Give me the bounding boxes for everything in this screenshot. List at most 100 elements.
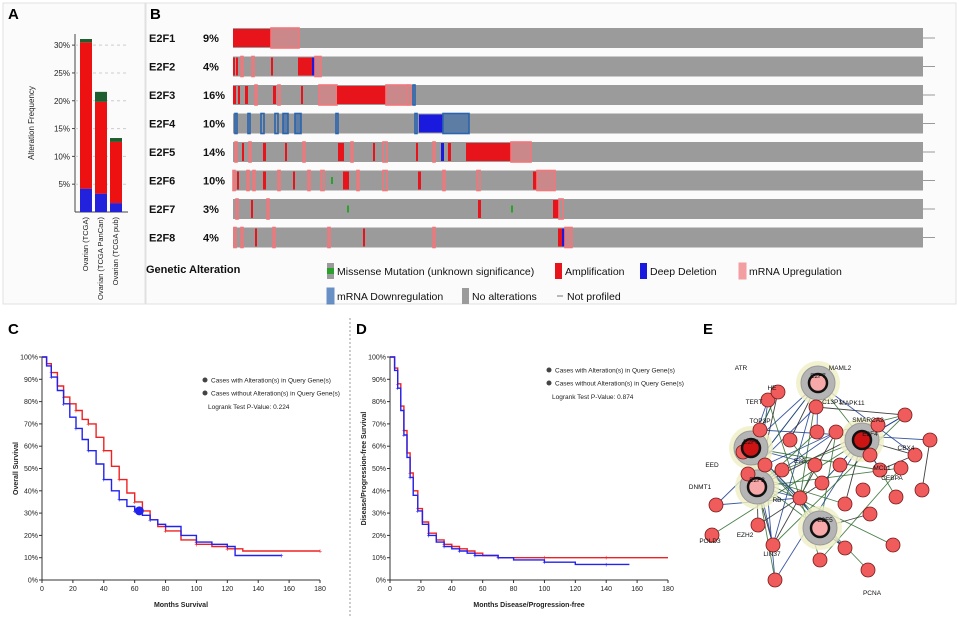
alteration-amp (466, 143, 511, 161)
censor-mark: + (604, 562, 608, 569)
bar-multiple-alterations (95, 91, 107, 102)
pvalue-label: Logrank Test P-Value: 0.224 (208, 404, 290, 411)
bar-amplification (110, 141, 122, 204)
alteration-deepdel (419, 114, 443, 133)
legend-swatch-amp (555, 263, 562, 279)
gene-percent: 16% (203, 90, 225, 102)
alteration-amp (233, 29, 239, 47)
censor-mark: + (318, 549, 322, 556)
network-edge (921, 439, 931, 491)
query-node-label: E2F7 (810, 373, 826, 380)
gene-node (782, 432, 798, 448)
y-tick-label: 10% (372, 555, 386, 562)
y-tick-label: 60% (372, 444, 386, 451)
gene-node (708, 497, 724, 513)
censor-mark: + (496, 555, 500, 562)
gene-node (767, 572, 783, 588)
gene-label: EZH2 (737, 532, 754, 539)
alteration-amp (271, 57, 273, 76)
censor-mark: + (133, 499, 137, 506)
x-tick-label: 20 (69, 586, 77, 593)
alteration-deepdel (562, 228, 565, 247)
alteration-mrna_up-fill (319, 85, 337, 105)
censor-mark: + (194, 542, 198, 549)
y-axis-label: Alteration Frequency (27, 86, 36, 160)
gene-node (770, 384, 786, 400)
gene-label: TOP3P (749, 418, 770, 425)
legend-dot-without (202, 390, 208, 396)
gene-percent: 10% (203, 119, 225, 131)
y-tick-label: 20% (372, 533, 386, 540)
alteration-mrna_up (442, 169, 446, 192)
censor-mark: + (148, 517, 152, 524)
y-tick-label: 80% (24, 399, 38, 406)
censor-mark: + (402, 433, 406, 440)
legend-label: Cases without Alteration(s) in Query Gen… (555, 381, 684, 388)
censor-mark: + (86, 448, 90, 455)
alteration-amp (558, 228, 562, 247)
alteration-amp (343, 171, 349, 190)
legend-label: Cases with Alteration(s) in Query Gene(s… (555, 368, 675, 375)
bar-deep-deletion (110, 203, 122, 212)
legend-label: No alterations (472, 291, 537, 303)
censor-mark: + (542, 555, 546, 562)
censor-mark: + (102, 448, 106, 455)
alteration-mrna_up (266, 198, 270, 220)
alteration-mrna_down (412, 84, 416, 106)
gene-label: MCL1 (873, 465, 891, 472)
alteration-mrna_up (302, 141, 306, 163)
pvalue-label: Logrank Test P-Value: 0.874 (552, 394, 634, 401)
query-node-label: E2F5 (817, 517, 833, 524)
alteration-mrna_down (335, 112, 339, 135)
panel-label-d: D (356, 321, 367, 338)
alteration-mrna_up (232, 169, 236, 192)
alteration-amp (263, 171, 266, 190)
alteration-mrna_up-fill (511, 142, 531, 162)
x-axis-label: Months Disease/Progression-free (473, 602, 584, 609)
censor-mark: + (604, 555, 608, 562)
panel-label-c: C (8, 321, 19, 338)
gene-label: E2F7 (149, 204, 175, 216)
censor-mark: + (133, 508, 137, 515)
x-tick-label: 180 (314, 586, 326, 593)
panel-label-b: B (150, 6, 161, 23)
alteration-mrna_up (382, 141, 388, 163)
network-edge (789, 439, 823, 484)
query-node (809, 517, 831, 539)
alteration-amp (285, 143, 287, 161)
censor-mark: + (62, 401, 66, 408)
gene-node (872, 462, 888, 478)
survival-curve-with (42, 356, 320, 552)
y-tick-label: 40% (24, 488, 38, 495)
y-tick-label: 30% (54, 41, 70, 50)
alteration-mrna_up (558, 198, 564, 220)
legend-label: Not profiled (567, 291, 621, 303)
censor-mark: + (86, 421, 90, 428)
alteration-amp (338, 143, 344, 161)
alteration-amp (263, 143, 266, 161)
track-no-alteration (233, 28, 923, 48)
x-tick-label: 40 (448, 586, 456, 593)
x-tick-label: 120 (221, 586, 233, 593)
alteration-mrna_up-fill (315, 56, 321, 77)
alteration-amp (233, 86, 236, 104)
alteration-mrna_up (240, 226, 244, 249)
alteration-missense (347, 205, 349, 213)
gene-node (774, 462, 790, 478)
censor-mark: + (194, 540, 198, 547)
x-tick-label: 60 (479, 586, 487, 593)
gene-label: MAPK11 (839, 400, 865, 407)
censor-mark: + (416, 508, 420, 515)
censor-mark: + (225, 544, 229, 551)
gene-node (870, 417, 886, 433)
x-tick-label: 100 (191, 586, 203, 593)
y-tick-label: 0% (376, 578, 386, 585)
alteration-mrna_up (320, 169, 325, 192)
network-edge (764, 431, 837, 466)
gene-label: E2F (794, 458, 806, 465)
bar-deep-deletion (80, 188, 92, 212)
alteration-amp (373, 143, 375, 161)
gene-percent: 4% (203, 62, 219, 74)
gene-node (760, 392, 776, 408)
query-node-label: E2F4 (862, 431, 878, 438)
